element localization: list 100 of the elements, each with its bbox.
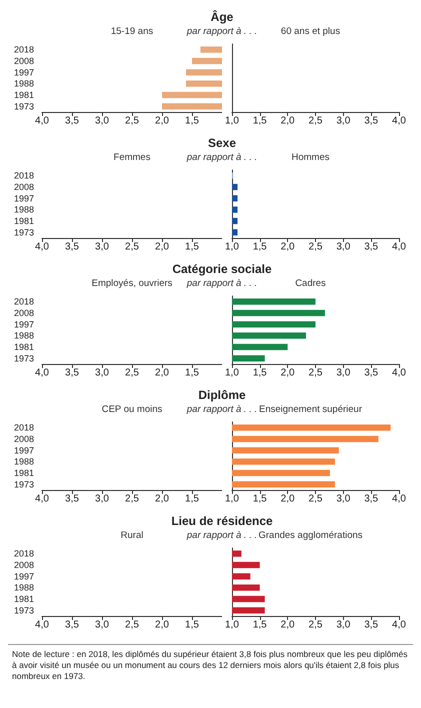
y-tick-label: 1973: [14, 479, 34, 490]
y-tick-label: 2008: [14, 560, 34, 570]
y-tick-label: 1973: [14, 353, 34, 364]
text: par rapport à . . .: [186, 26, 258, 37]
y-tick-label: 1988: [14, 330, 34, 341]
y-tick-label: 1997: [14, 571, 34, 582]
x-tick-label: 3,5: [364, 620, 379, 630]
x-tick-label: 2,0: [155, 494, 170, 504]
x-tick-label: 4,0: [35, 368, 50, 378]
x-tick-label: 2,5: [125, 620, 140, 630]
text: Femmes: [114, 152, 150, 163]
text: Grandes agglomérations: [258, 530, 363, 541]
y-tick-label: 1988: [14, 582, 34, 593]
x-tick-label: 1,0: [225, 368, 240, 378]
x-tick-label: 3,5: [364, 368, 379, 378]
x-tick-label: 1,5: [252, 116, 268, 126]
y-tick-label: 2008: [14, 56, 34, 66]
text: 60 ans et plus: [280, 26, 340, 37]
x-tick-label: 3,5: [65, 494, 80, 504]
y-tick-label: 1988: [14, 456, 34, 467]
x-tick-label: 2,0: [155, 242, 170, 252]
x-tick-label: 3,5: [65, 620, 80, 630]
x-tick-label: 2,5: [125, 242, 140, 252]
text: Hommes: [291, 152, 330, 163]
x-tick-label: 3,0: [95, 620, 110, 630]
x-tick-label: 1,5: [252, 620, 268, 630]
x-tick-label: 2,5: [308, 368, 323, 378]
x-tick-label: 4,0: [35, 242, 50, 252]
y-tick-label: 1981: [14, 90, 34, 100]
text: Enseignement supérieur: [259, 404, 362, 415]
y-tick-label: 2018: [14, 422, 34, 433]
x-tick-label: 3,5: [364, 116, 379, 126]
y-tick-label: 1981: [14, 594, 34, 604]
y-tick-label: 2008: [14, 182, 34, 192]
x-tick-label: 2,0: [155, 620, 170, 630]
y-tick-label: 1997: [14, 67, 34, 78]
x-tick-label: 1,5: [185, 494, 200, 504]
x-tick-label: 3,0: [336, 620, 351, 630]
x-tick-label: 3,0: [95, 368, 110, 378]
x-tick-label: 1,0: [225, 116, 240, 126]
y-tick-label: 1973: [14, 605, 34, 616]
x-tick-label: 1,0: [225, 494, 240, 504]
x-tick-label: 2,5: [308, 116, 323, 126]
x-tick-label: 1,5: [185, 368, 200, 378]
x-tick-label: 4,0: [392, 116, 406, 126]
x-tick-label: 1,0: [225, 620, 240, 630]
y-tick-label: 2018: [14, 548, 34, 559]
x-tick-label: 2,5: [308, 620, 323, 630]
y-tick-label: 1973: [14, 227, 34, 238]
y-tick-label: 1981: [14, 468, 34, 478]
y-tick-label: 1981: [14, 342, 34, 352]
y-tick-label: 1997: [14, 445, 34, 456]
x-tick-label: 2,5: [125, 494, 140, 504]
x-tick-label: 1,5: [252, 368, 268, 378]
chart-title: Lieu de résidence: [171, 514, 273, 528]
x-tick-label: 3,0: [336, 368, 351, 378]
x-tick-label: 3,5: [65, 242, 80, 252]
text: Employés, ouvriers: [92, 278, 172, 289]
x-tick-label: 4,0: [35, 620, 50, 630]
chart-title: Catégorie sociale: [172, 262, 272, 276]
y-tick-label: 1973: [14, 101, 34, 112]
x-tick-label: 2,0: [280, 368, 296, 378]
y-tick-label: 2008: [14, 434, 34, 444]
text: par rapport à . . .: [186, 278, 258, 289]
x-tick-label: 1,5: [252, 242, 268, 252]
y-tick-label: 1988: [14, 78, 34, 89]
text: CEP ou moins: [102, 404, 162, 415]
x-tick-label: 4,0: [392, 368, 406, 378]
x-tick-label: 4,0: [35, 116, 50, 126]
x-tick-label: 4,0: [35, 494, 50, 504]
y-tick-label: 2018: [14, 44, 34, 55]
y-tick-label: 1988: [14, 204, 34, 215]
x-tick-label: 2,0: [280, 116, 296, 126]
x-tick-label: 2,0: [280, 242, 296, 252]
chart-title: Âge: [210, 10, 234, 24]
x-tick-label: 3,5: [364, 242, 379, 252]
x-tick-label: 3,0: [336, 494, 351, 504]
x-tick-label: 1,5: [185, 620, 200, 630]
y-tick-label: 1981: [14, 216, 34, 226]
chart-title: Diplôme: [198, 388, 246, 402]
x-tick-label: 2,5: [308, 242, 323, 252]
x-tick-label: 2,0: [280, 494, 296, 504]
x-tick-label: 4,0: [392, 242, 406, 252]
y-tick-label: 2018: [14, 296, 34, 307]
chart-title: Sexe: [208, 136, 236, 150]
x-tick-label: 3,0: [95, 494, 110, 504]
text: 15-19 ans: [110, 26, 154, 37]
x-tick-label: 2,0: [155, 368, 170, 378]
y-tick-label: 2008: [14, 308, 34, 318]
text: par rapport à . . .: [186, 404, 258, 415]
text: par rapport à . . .: [186, 530, 258, 541]
x-tick-label: 1,5: [185, 242, 200, 252]
x-tick-label: 3,0: [95, 242, 110, 252]
x-tick-label: 4,0: [392, 620, 406, 630]
x-tick-label: 2,5: [125, 116, 140, 126]
x-tick-label: 3,5: [65, 116, 80, 126]
x-tick-label: 1,5: [185, 116, 200, 126]
text: par rapport à . . .: [186, 152, 258, 163]
x-tick-label: 3,0: [336, 242, 351, 252]
text: Cadres: [295, 278, 326, 289]
